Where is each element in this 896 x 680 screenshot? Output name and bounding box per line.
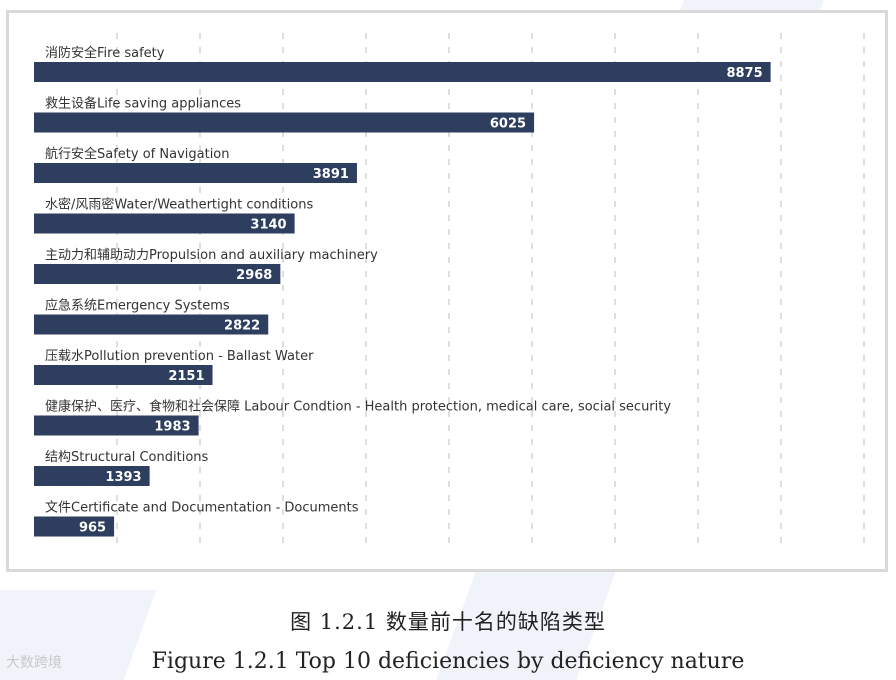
data-label: 3891 [313, 167, 349, 182]
figure-caption-english: Figure 1.2.1 Top 10 deficiencies by defi… [151, 649, 745, 674]
bar [34, 466, 150, 486]
bar [34, 516, 115, 537]
category-label: 应急系统Emergency Systems [45, 298, 230, 314]
data-label: 2968 [236, 268, 272, 283]
data-label: 6025 [490, 117, 526, 132]
bar [34, 365, 213, 385]
data-label: 2822 [224, 319, 260, 334]
chart-frame: 消防安全Fire safety 8875 救生设备Life saving appli… [6, 10, 888, 572]
bar [34, 415, 199, 436]
data-label: 8875 [726, 66, 762, 81]
category-label: 压载水Pollution prevention - Ballast Water [45, 349, 314, 364]
bar [34, 62, 771, 82]
category-label: 救生设备Life saving appliances [45, 96, 241, 112]
bars: 消防安全Fire safety 8875 救生设备Life saving appli… [34, 45, 771, 537]
bar-chart: 消防安全Fire safety 8875 救生设备Life saving appli… [34, 33, 865, 545]
category-label: 水密/风雨密Water/Weathertight conditions [45, 197, 313, 213]
data-label: 1983 [154, 420, 190, 435]
data-label: 965 [79, 521, 106, 536]
watermark-logo: 大数跨境 [6, 655, 62, 671]
bar [34, 112, 535, 133]
category-label: 文件Certificate and Documentation - Docume… [45, 501, 359, 516]
figure-caption-chinese: 图 1.2.1 数量前十名的缺陷类型 [290, 610, 606, 634]
data-label: 3140 [250, 218, 286, 233]
category-label: 健康保护、医疗、食物和社会保障 Labour Condtion - Health… [45, 399, 671, 415]
category-label: 主动力和辅助动力Propulsion and auxiliary machine… [45, 248, 378, 263]
bar [34, 314, 269, 335]
bar [34, 163, 357, 183]
category-label: 航行安全Safety of Navigation [45, 146, 230, 162]
bar [34, 213, 295, 234]
bar [34, 264, 281, 284]
category-label: 消防安全Fire safety [45, 45, 165, 61]
data-label: 2151 [168, 369, 204, 384]
data-label: 1393 [105, 470, 141, 485]
category-label: 结构Structural Conditions [45, 450, 209, 465]
